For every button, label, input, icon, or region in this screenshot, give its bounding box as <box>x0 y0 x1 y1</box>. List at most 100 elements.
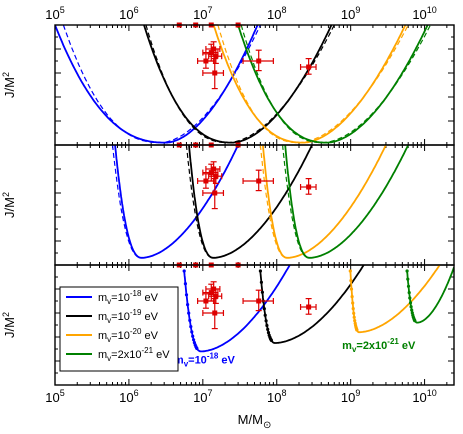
curve-marker <box>406 284 411 288</box>
curve-marker <box>353 319 357 323</box>
data-point <box>256 178 262 184</box>
curve-marker <box>258 269 262 273</box>
data-point <box>203 178 209 184</box>
curve-blue-solid <box>183 265 291 353</box>
curve-blue-solid <box>114 145 239 259</box>
data-point <box>208 170 214 176</box>
data-point <box>208 290 214 296</box>
curve-marker <box>355 328 359 332</box>
legend-box <box>59 286 179 372</box>
panel-frame <box>54 264 455 386</box>
curve-marker <box>406 277 410 281</box>
x-tick-label: 105 <box>45 388 64 405</box>
data-point <box>256 298 262 304</box>
y-axis-label: J/M2 <box>1 72 17 98</box>
curve-marker <box>190 330 194 334</box>
panel-3: J/M2 mv=10-18 eV mv=2x10-21 eV <box>1 262 455 386</box>
curve-black-solid <box>143 25 333 144</box>
curve-green-solid <box>237 25 429 144</box>
curve-marker <box>182 269 186 273</box>
curve-orange-solid <box>262 145 387 259</box>
x-tick-label: 109 <box>341 388 360 405</box>
curve-marker <box>192 338 196 342</box>
x-tick-label: 106 <box>119 388 138 405</box>
data-point <box>212 310 218 316</box>
curve-marker <box>407 291 411 295</box>
curve-marker <box>352 315 356 319</box>
curve-marker <box>405 269 409 273</box>
curve-label-green: mv=2x10-21 eV <box>342 337 416 354</box>
curve-orange-solid <box>349 265 441 334</box>
data-point <box>306 64 312 70</box>
curve-black-dashed <box>145 25 335 144</box>
curves <box>55 25 431 144</box>
curve-marker <box>410 308 414 312</box>
data-points <box>171 142 317 210</box>
data-points <box>171 262 317 330</box>
legend-label: mv=10-20 eV <box>98 327 159 344</box>
curve-marker <box>352 311 356 315</box>
x-tick-label: 108 <box>267 388 286 405</box>
x-axis: 105 106 107 108 109 1010 105 106 107 108 109 1010 M/… <box>45 5 437 431</box>
curve-marker <box>269 338 273 342</box>
curve-marker <box>186 303 190 307</box>
curve-marker <box>191 334 195 338</box>
legend-label: mv=2x10-21 eV <box>98 346 170 363</box>
curve-marker <box>195 346 199 351</box>
y-axis-label: J/M2 <box>1 312 17 338</box>
curve-marker <box>259 280 263 284</box>
data-point <box>208 50 214 56</box>
data-point <box>203 298 209 304</box>
data-point <box>213 293 219 299</box>
curve-marker <box>263 313 267 317</box>
curve-marker <box>187 311 191 315</box>
curve-marker <box>184 293 189 297</box>
curves <box>111 145 410 259</box>
curve-blue-dashed <box>62 25 261 144</box>
legend-label: mv=10-19 eV <box>98 308 159 325</box>
curve-marker <box>188 318 192 322</box>
data-point <box>213 173 219 179</box>
curve-blue-solid <box>55 25 259 144</box>
top-tick-label: 1010 <box>412 5 436 22</box>
panel-2: J/M2 <box>1 142 455 266</box>
data-point <box>306 184 312 190</box>
data-point <box>212 190 218 196</box>
curve-marker <box>262 307 266 311</box>
curve-marker <box>183 282 187 286</box>
curve-marker <box>409 305 413 309</box>
curve-marker <box>408 296 412 300</box>
curve-orange-solid <box>212 25 407 144</box>
legend: mv=10-18 eV mv=10-19 eV mv=10-20 eV mv=2x10… <box>59 286 179 372</box>
data-point <box>212 70 218 76</box>
curve-marker <box>348 269 352 273</box>
curve-marker <box>266 327 270 331</box>
curve-marker <box>351 301 355 305</box>
curve-marker <box>349 287 354 291</box>
data-point <box>256 58 262 64</box>
curve-green-dashed <box>240 25 431 144</box>
top-tick-label: 106 <box>119 5 138 22</box>
curve-marker <box>264 319 268 323</box>
curves <box>182 265 454 353</box>
legend-label: mv=10-18 eV <box>98 289 159 306</box>
curve-marker <box>408 301 413 305</box>
curve-marker <box>350 295 354 299</box>
data-point <box>213 53 219 59</box>
curve-black-solid <box>188 145 313 259</box>
curve-orange-dashed <box>217 25 409 144</box>
curve-marker <box>349 279 353 283</box>
x-tick-label: 1010 <box>412 388 436 405</box>
data-point <box>203 58 209 64</box>
curve-marker <box>413 319 417 323</box>
curve-marker <box>260 290 264 294</box>
panels-group: J/M2 J/M2 J/M2 mv=10-18 eV mv=2x10-21 eV <box>1 22 455 386</box>
data-point <box>306 304 312 310</box>
curve-black-solid <box>259 265 365 344</box>
curve-green-solid <box>284 145 410 259</box>
x-axis-label: M/M⊙ <box>238 412 272 431</box>
curve-marker <box>266 331 271 335</box>
curve-marker <box>351 307 355 311</box>
top-tick-label: 107 <box>193 5 212 22</box>
